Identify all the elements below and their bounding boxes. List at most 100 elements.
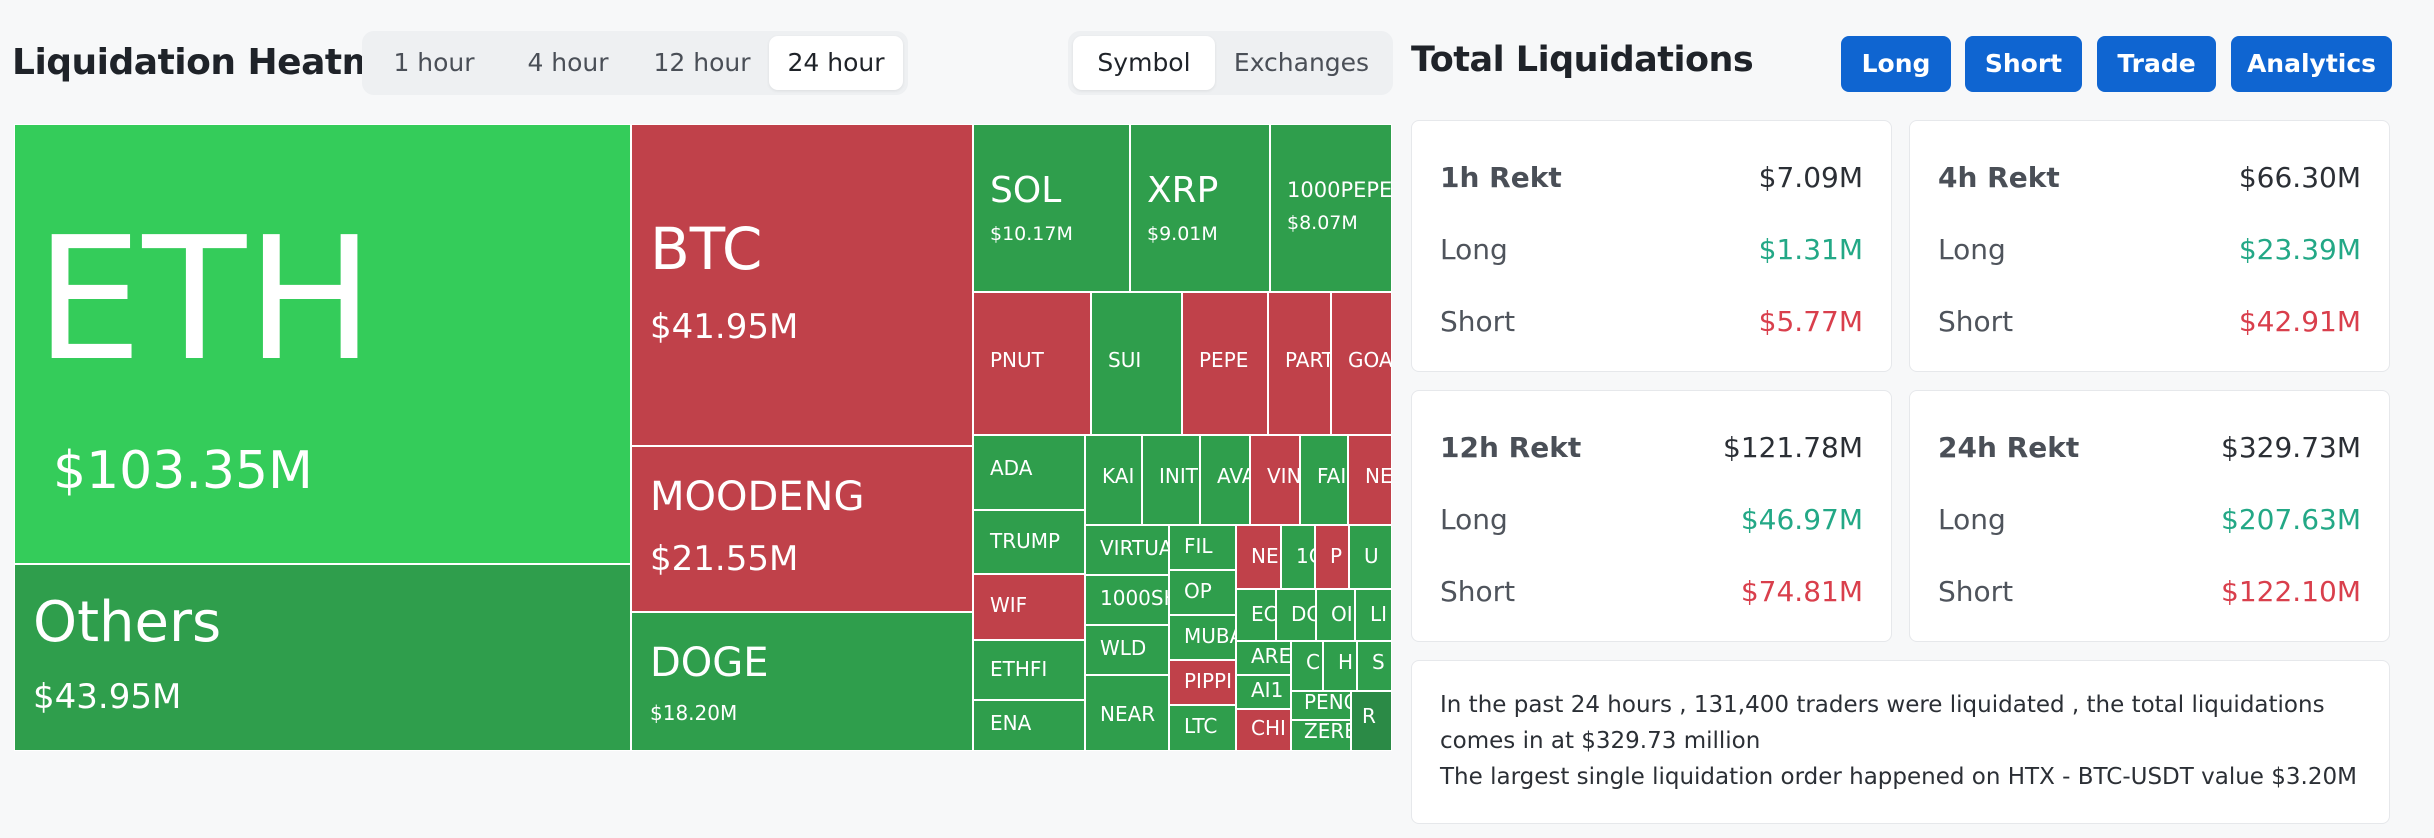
treemap-tile-btc[interactable]: BTC $41.95M <box>631 124 973 446</box>
treemap-tile-s[interactable]: S <box>1357 641 1392 691</box>
treemap-tile-wld[interactable]: WLD <box>1085 625 1169 675</box>
treemap-tile-fil[interactable]: FIL <box>1169 525 1236 570</box>
treemap-tile-init[interactable]: INIT <box>1142 435 1200 525</box>
analytics-button[interactable]: Analytics <box>2231 36 2392 92</box>
treemap-tile-li[interactable]: LI <box>1355 589 1392 641</box>
rekt-card-12h: 12h Rekt $121.78M Long $46.97M Short $74.81… <box>1411 390 1892 642</box>
treemap-tile-pnut[interactable]: PNUT <box>973 292 1091 435</box>
treemap-tile-ne[interactable]: NE <box>1236 525 1281 589</box>
short-button[interactable]: Short <box>1965 36 2082 92</box>
treemap-tile-ltc[interactable]: LTC <box>1169 705 1236 751</box>
treemap-tile-c[interactable]: C <box>1291 641 1323 691</box>
tile-value: $18.20M <box>650 701 738 725</box>
tile-symbol: BTC <box>650 215 763 283</box>
treemap-tile-peng[interactable]: PENG <box>1291 691 1351 720</box>
treemap-tile-wif[interactable]: WIF <box>973 574 1085 640</box>
tile-symbol: H <box>1338 650 1354 674</box>
treemap-tile-virtua[interactable]: VIRTUA <box>1085 525 1169 575</box>
tile-symbol: XRP <box>1147 170 1219 211</box>
treemap-tile-sol[interactable]: SOL $10.17M <box>973 124 1130 292</box>
treemap-tile-1000pepe[interactable]: 1000PEPE $8.07M <box>1270 124 1392 292</box>
treemap-tile-oi[interactable]: OI <box>1316 589 1355 641</box>
treemap-tile-ava[interactable]: AVA <box>1200 435 1250 525</box>
treemap-tile-h[interactable]: H <box>1323 641 1357 691</box>
treemap-tile-ethfi[interactable]: ETHFI <box>973 640 1085 700</box>
time-range-selector: 1 hour 4 hour 12 hour 24 hour <box>362 31 908 95</box>
treemap-tile-near[interactable]: NEAR <box>1085 675 1169 751</box>
tile-symbol: CHI <box>1251 716 1286 740</box>
treemap-tile-ena[interactable]: ENA <box>973 700 1085 751</box>
treemap-tile-fai[interactable]: FAI <box>1300 435 1348 525</box>
summary-total-text: In the past 24 hours , 131,400 traders w… <box>1440 692 2325 754</box>
long-label: Long <box>1938 233 2006 266</box>
tile-symbol: PEPE <box>1199 348 1249 372</box>
treemap-tile-are[interactable]: ARE <box>1236 641 1291 675</box>
tile-symbol: VIN <box>1267 464 1300 488</box>
treemap-tile-ne[interactable]: NE <box>1348 435 1392 525</box>
time-option-1h[interactable]: 1 hour <box>393 48 475 77</box>
mode-option-exchanges[interactable]: Exchanges <box>1233 48 1370 77</box>
treemap-tile-xrp[interactable]: XRP $9.01M <box>1130 124 1270 292</box>
time-option-12h[interactable]: 12 hour <box>653 48 751 77</box>
tile-symbol: INIT <box>1159 464 1198 488</box>
tile-symbol: R <box>1362 704 1376 728</box>
treemap-tile-pepe[interactable]: PEPE <box>1182 292 1268 435</box>
tile-symbol: SUI <box>1108 348 1142 372</box>
rekt-card-24h: 24h Rekt $329.73M Long $207.63M Short $122.… <box>1909 390 2390 642</box>
long-label: Long <box>1440 503 1508 536</box>
group-mode-selector: Symbol Exchanges <box>1068 31 1393 95</box>
mode-option-symbol[interactable]: Symbol <box>1073 36 1215 90</box>
short-value: $5.77M <box>1758 305 1863 338</box>
treemap-tile-goa[interactable]: GOA <box>1331 292 1392 435</box>
treemap-tile-moodeng[interactable]: MOODENG $21.55M <box>631 446 973 612</box>
tile-symbol: KAI <box>1102 464 1135 488</box>
treemap-tile-u[interactable]: U <box>1349 525 1392 589</box>
card-total: $121.78M <box>1723 431 1863 464</box>
treemap-tile-p[interactable]: P <box>1315 525 1349 589</box>
card-label: 1h Rekt <box>1440 161 1562 194</box>
treemap-tile-ada[interactable]: ADA <box>973 435 1085 510</box>
treemap-tile-r[interactable]: R <box>1351 691 1392 751</box>
treemap-tile-eth[interactable]: ETH $103.35M <box>14 124 631 564</box>
treemap-tile-ai1[interactable]: AI1 <box>1236 675 1291 709</box>
treemap-tile-1c[interactable]: 1C <box>1281 525 1315 589</box>
treemap-tile-vin[interactable]: VIN <box>1250 435 1300 525</box>
tile-symbol: GOA <box>1348 348 1392 372</box>
tile-symbol: 1000SH <box>1100 586 1168 610</box>
tile-symbol: FAI <box>1317 464 1347 488</box>
treemap-tile-op[interactable]: OP <box>1169 570 1236 615</box>
time-option-24h[interactable]: 24 hour <box>769 36 903 90</box>
treemap-tile-trump[interactable]: TRUMP <box>973 510 1085 574</box>
treemap-tile-1000sh[interactable]: 1000SH <box>1085 575 1169 625</box>
tile-symbol: NE <box>1251 544 1279 568</box>
short-label: Short <box>1440 305 1516 338</box>
treemap-tile-doge[interactable]: DOGE $18.20M <box>631 612 973 751</box>
treemap-tile-chi[interactable]: CHI <box>1236 709 1291 751</box>
tile-value: $9.01M <box>1147 223 1218 245</box>
treemap-tile-part[interactable]: PART <box>1268 292 1331 435</box>
tile-symbol: LI <box>1370 602 1388 626</box>
treemap-tile-pippi[interactable]: PIPPI <box>1169 660 1236 705</box>
trade-button[interactable]: Trade <box>2097 36 2216 92</box>
tile-symbol: P <box>1330 544 1343 568</box>
treemap-tile-kai[interactable]: KAI <box>1085 435 1142 525</box>
treemap-tile-sui[interactable]: SUI <box>1091 292 1182 435</box>
card-total: $7.09M <box>1758 161 1863 194</box>
tile-symbol: PENG <box>1304 691 1350 714</box>
tile-symbol: S <box>1372 650 1385 674</box>
treemap-tile-others[interactable]: Others $43.95M <box>14 564 631 751</box>
tile-symbol: ZERE <box>1304 720 1350 743</box>
treemap-tile-ec[interactable]: EC <box>1236 589 1276 641</box>
tile-symbol: ETHFI <box>990 657 1048 681</box>
short-value: $74.81M <box>1740 575 1863 608</box>
treemap-tile-do[interactable]: DO <box>1276 589 1316 641</box>
time-option-4h[interactable]: 4 hour <box>527 48 609 77</box>
short-label: Short <box>1938 575 2014 608</box>
rekt-card-1h: 1h Rekt $7.09M Long $1.31M Short $5.77M <box>1411 120 1892 372</box>
treemap-tile-zere[interactable]: ZERE <box>1291 720 1351 751</box>
long-button[interactable]: Long <box>1841 36 1951 92</box>
tile-symbol: DO <box>1291 602 1315 626</box>
tile-symbol: PNUT <box>990 348 1044 372</box>
